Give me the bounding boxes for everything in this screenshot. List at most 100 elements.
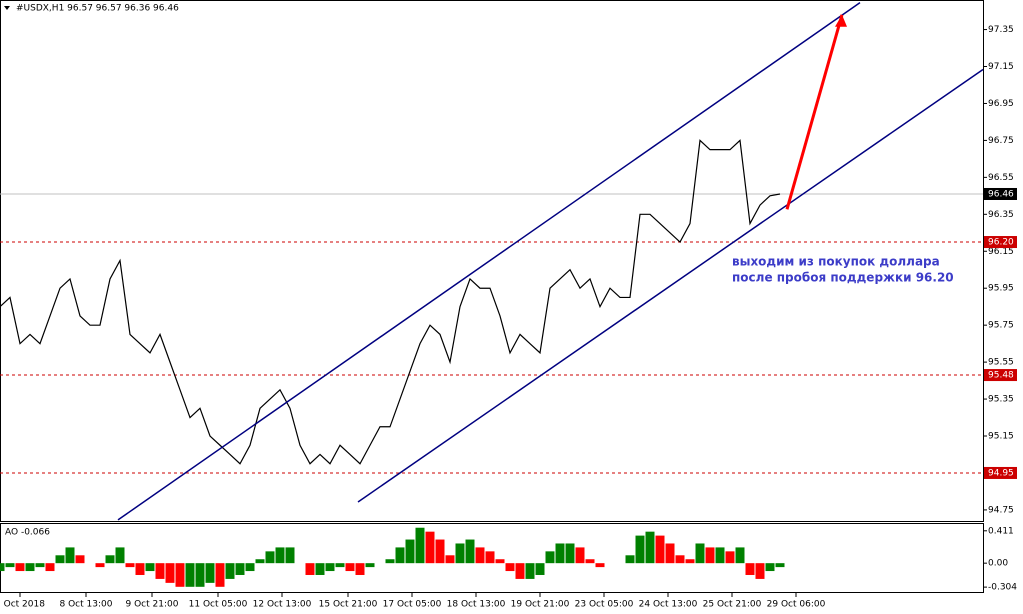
y-tick-label: 96.35 <box>988 210 1014 220</box>
ao-bar <box>475 547 485 564</box>
ao-bar <box>385 559 395 564</box>
y-tick-label: 95.15 <box>988 432 1014 442</box>
y-tick-label: 95.75 <box>988 321 1014 331</box>
level-label: 96.20 <box>988 238 1014 248</box>
ao-bar <box>665 543 675 564</box>
ao-bar <box>75 555 85 564</box>
ao-bar <box>345 563 355 572</box>
current-price-label: 96.46 <box>988 189 1014 199</box>
ao-bar <box>115 547 125 564</box>
ao-bar <box>15 563 25 572</box>
ao-bar <box>175 563 185 587</box>
ao-bar <box>435 539 445 564</box>
current-price-box <box>984 187 1017 200</box>
x-tick-label: 18 Oct 13:00 <box>447 600 506 610</box>
ao-bar <box>695 543 705 564</box>
ao-bar <box>45 563 55 572</box>
ao-bar <box>0 563 5 572</box>
indicator-label: AO -0.066 <box>5 528 50 538</box>
ao-bar <box>485 551 495 564</box>
ao-bar <box>525 563 535 579</box>
ao-bar <box>205 563 215 583</box>
ao-bar <box>365 563 375 568</box>
x-tick-label: 24 Oct 13:00 <box>639 600 698 610</box>
ao-bar <box>135 563 145 575</box>
ao-bar <box>405 539 415 564</box>
ao-bar <box>495 559 505 564</box>
y-tick-label: 96.15 <box>988 247 1014 257</box>
main-panel <box>0 0 984 522</box>
ao-bar <box>565 543 575 564</box>
x-tick-label: 12 Oct 13:00 <box>253 600 312 610</box>
y-tick-label: 0.411 <box>988 526 1014 536</box>
level-label-box <box>984 466 1017 479</box>
y-tick-label: 97.15 <box>988 62 1014 72</box>
x-tick-label: 5 Oct 2018 <box>0 600 45 610</box>
level-label: 95.48 <box>988 371 1014 381</box>
arrow-head <box>835 14 847 27</box>
ao-bar <box>225 563 235 579</box>
y-tick-label: 95.35 <box>988 395 1014 405</box>
x-tick-label: 11 Oct 05:00 <box>189 600 248 610</box>
ao-bar <box>425 531 435 564</box>
ao-bar <box>515 563 525 579</box>
ao-bar <box>765 563 775 572</box>
trend-line <box>117 1 861 521</box>
ao-bar <box>325 563 335 572</box>
ao-bar <box>685 559 695 564</box>
ao-bar <box>5 563 15 568</box>
ao-bar <box>595 563 605 568</box>
annotation: выходим из покупок доллара <box>732 255 940 269</box>
trend-line <box>357 68 984 503</box>
ao-bar <box>255 559 265 564</box>
ao-bar <box>505 563 515 572</box>
ao-bar <box>285 547 295 564</box>
ao-bar <box>575 547 585 564</box>
ao-bar <box>125 563 135 568</box>
y-tick-label: -0.304 <box>988 583 1017 593</box>
ao-bar <box>55 555 65 564</box>
ao-bar <box>645 531 655 564</box>
x-tick-label: 29 Oct 06:00 <box>767 600 826 610</box>
menu-arrow[interactable] <box>4 6 10 10</box>
y-tick-label: 95.55 <box>988 358 1014 368</box>
ao-bar <box>265 551 275 564</box>
x-tick-label: 15 Oct 21:00 <box>319 600 378 610</box>
x-tick-label: 25 Oct 21:00 <box>703 600 762 610</box>
ao-bar <box>245 563 255 572</box>
ao-bar <box>195 563 205 587</box>
y-tick-label: 96.75 <box>988 136 1014 146</box>
ao-bar <box>145 563 155 572</box>
ao-bar <box>305 563 315 575</box>
ao-bar <box>35 563 45 568</box>
level-label: 94.95 <box>988 468 1014 478</box>
ao-bar <box>65 547 75 564</box>
trend-line <box>785 14 844 210</box>
ao-bar <box>775 563 785 568</box>
ao-bar <box>95 563 105 568</box>
ao-bar <box>235 563 245 575</box>
ao-bar <box>675 555 685 564</box>
level-label-box <box>984 369 1017 382</box>
chart-title: #USDX,H1 96.57 96.57 96.36 96.46 <box>16 4 179 14</box>
y-tick-label: 97.35 <box>988 25 1014 35</box>
x-tick-label: 17 Oct 05:00 <box>383 600 442 610</box>
x-tick-label: 19 Oct 21:00 <box>511 600 570 610</box>
level-label-box <box>984 236 1017 249</box>
ao-bar <box>25 563 35 572</box>
ao-bar <box>755 563 765 579</box>
ao-bar <box>105 555 115 564</box>
x-tick-label: 9 Oct 21:00 <box>126 600 179 610</box>
y-tick-label: 94.75 <box>988 505 1014 515</box>
ao-bar <box>725 551 735 564</box>
ao-bar <box>395 547 405 564</box>
ao-bar <box>625 555 635 564</box>
ao-bar <box>535 563 545 575</box>
ao-bar <box>715 547 725 564</box>
ao-bar <box>585 559 595 564</box>
annotation: после пробоя поддержки 96.20 <box>732 271 954 285</box>
ao-bar <box>735 547 745 564</box>
ao-bar <box>745 563 755 575</box>
ao-bar <box>545 551 555 564</box>
